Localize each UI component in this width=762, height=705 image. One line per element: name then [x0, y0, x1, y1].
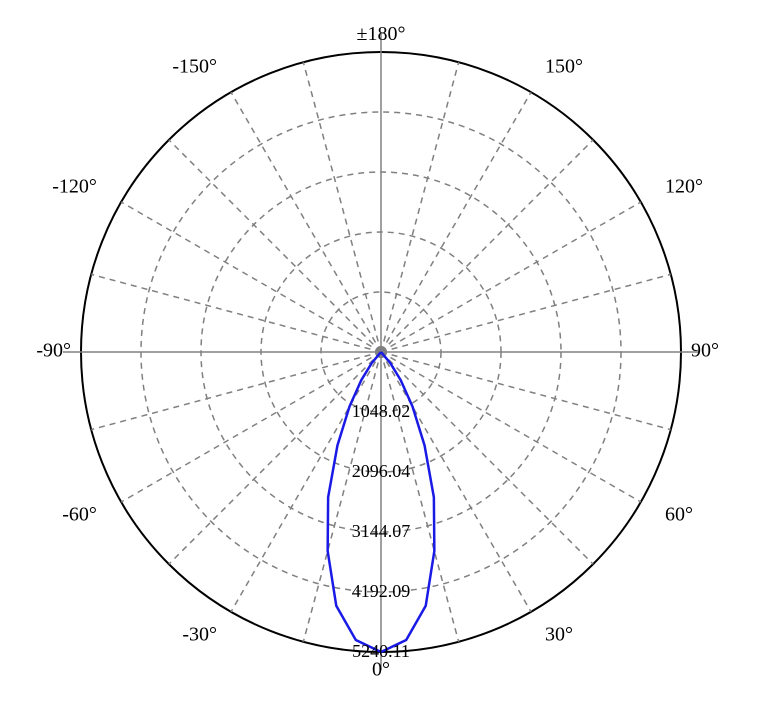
angle-label: 150°: [545, 56, 583, 78]
angle-label: 30°: [545, 624, 573, 646]
radial-label: 2096.04: [352, 461, 411, 481]
angle-label: 90°: [691, 340, 719, 362]
angle-label: ±180°: [357, 23, 406, 45]
angle-label: -60°: [62, 504, 97, 526]
angle-label: -30°: [182, 624, 217, 646]
radial-label: 5240.11: [352, 641, 410, 661]
angle-label: -90°: [36, 340, 71, 362]
radial-label: 3144.07: [352, 521, 411, 541]
radial-label: 4192.09: [352, 581, 411, 601]
angle-label: 60°: [665, 504, 693, 526]
polar-chart: ±180° -150° -120° -90° -60° -30° 0° 30° 60° 90° 12…: [0, 0, 762, 705]
angle-label: 0°: [372, 659, 390, 681]
angle-label: -120°: [52, 176, 97, 198]
angle-label: 120°: [665, 176, 703, 198]
radial-label: 1048.02: [352, 401, 411, 421]
angle-label: -150°: [172, 56, 217, 78]
polar-svg: ±180° -150° -120° -90° -60° -30° 0° 30° 60° 90° 12…: [0, 0, 762, 705]
